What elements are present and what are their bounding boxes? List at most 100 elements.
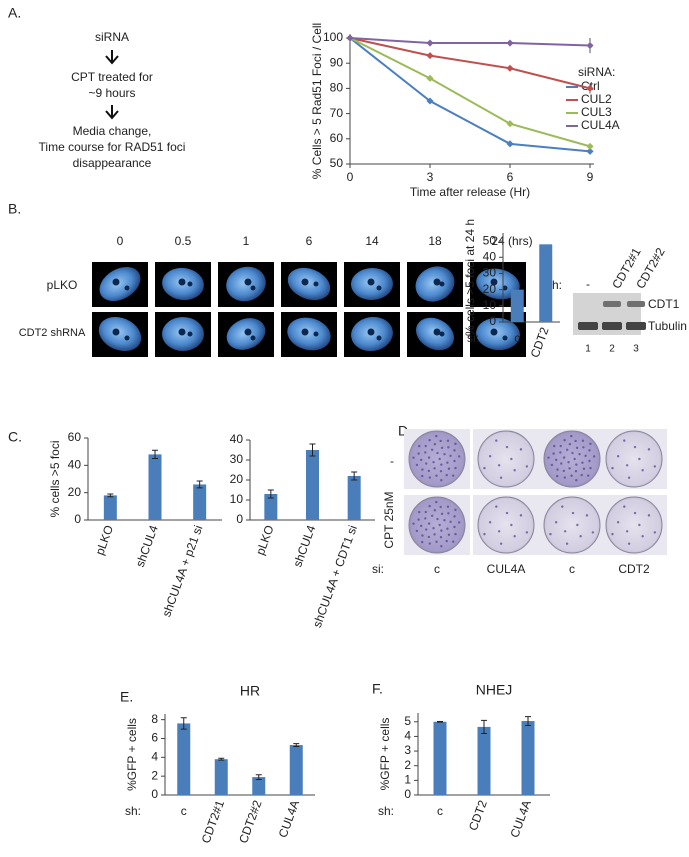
nucleolus	[124, 335, 130, 341]
colony	[611, 532, 614, 536]
colony	[424, 510, 427, 514]
nucleolus	[490, 278, 498, 286]
point	[586, 147, 594, 155]
colony	[495, 439, 498, 442]
colony	[565, 542, 569, 545]
colony	[412, 522, 415, 525]
colony	[591, 531, 595, 534]
colony	[499, 476, 503, 479]
colony	[580, 473, 583, 477]
nucleolus	[502, 285, 508, 291]
colony	[427, 535, 431, 539]
colony	[421, 468, 424, 471]
arrow	[105, 50, 119, 65]
x-tick-label: shCUL4A + CDT1 si	[310, 523, 360, 629]
nucleolus	[178, 278, 186, 286]
nucleus	[476, 268, 520, 300]
nucleolus	[112, 278, 120, 286]
y-axis-label: % cells >5 foci	[48, 440, 62, 517]
colony	[559, 451, 562, 454]
colony	[567, 460, 570, 464]
x-tick-label: pLKO	[92, 523, 116, 557]
y-tick-label: 60	[330, 131, 344, 145]
nucleolus	[376, 285, 382, 291]
colony	[418, 444, 421, 448]
colony	[556, 468, 559, 471]
y-tick-label: 6	[151, 731, 158, 745]
colony	[436, 517, 439, 521]
colony	[439, 505, 442, 509]
y-tick-label: 2	[404, 758, 411, 772]
colony	[550, 463, 554, 467]
bar	[193, 484, 207, 520]
y-axis-label: %GFP + cells	[378, 718, 392, 791]
colony	[415, 529, 419, 533]
colony	[452, 540, 455, 543]
colony	[571, 511, 575, 515]
bar	[264, 494, 278, 520]
colony	[554, 521, 558, 524]
nucleus	[476, 317, 520, 351]
colony	[432, 526, 435, 530]
timepoint-label: 6	[306, 234, 313, 248]
nucleolus	[187, 331, 193, 337]
band	[626, 322, 646, 330]
error-bar	[437, 720, 443, 723]
x-tick-label: 6	[507, 170, 514, 184]
x-tick-label: shCUL4	[133, 523, 161, 569]
y-tick-label: 1	[404, 773, 411, 787]
bar	[433, 721, 447, 795]
colony	[440, 544, 443, 548]
bar	[252, 777, 266, 795]
colony	[425, 462, 428, 465]
timepoint-label: 0	[117, 234, 124, 248]
colony	[447, 512, 450, 515]
x-tick-label: CDT2	[466, 798, 490, 833]
colony	[427, 469, 431, 473]
y-tick-label: 5	[404, 714, 411, 728]
colony	[454, 532, 457, 536]
colony	[623, 439, 626, 442]
plate	[543, 496, 601, 554]
point	[426, 52, 434, 60]
error-bar	[309, 443, 316, 457]
plate	[477, 430, 535, 488]
y-tick-label: 30	[483, 266, 497, 280]
column-label: CDT2	[618, 562, 650, 576]
nucleolus	[313, 281, 319, 287]
nucleolus	[439, 331, 445, 337]
colony	[497, 530, 501, 533]
colony	[513, 535, 516, 538]
colony	[638, 457, 641, 461]
point	[586, 42, 594, 50]
series-line	[349, 37, 591, 148]
colony	[647, 448, 651, 451]
protocol-step: Media change,	[73, 124, 152, 138]
x-tick-label: CDT2	[528, 325, 552, 360]
colony	[428, 476, 431, 479]
colony	[428, 542, 431, 545]
point	[506, 64, 514, 72]
nucleus	[287, 317, 331, 351]
series-line	[349, 37, 591, 47]
colony	[568, 467, 571, 470]
point	[426, 74, 434, 82]
nucleolus	[244, 328, 252, 336]
colony	[625, 530, 629, 533]
colony	[611, 466, 614, 470]
colony	[425, 528, 428, 531]
nucleolus	[439, 281, 445, 287]
x-prefix: sh:	[378, 804, 394, 818]
series-line	[349, 37, 591, 153]
colony	[616, 455, 620, 458]
colony	[424, 444, 427, 448]
colony	[440, 478, 443, 482]
nucleolus	[124, 285, 130, 291]
colony	[519, 514, 523, 517]
column-label: c	[434, 562, 440, 576]
timepoint-label: 1	[243, 234, 250, 248]
y-tick-label: 60	[68, 430, 82, 444]
y-tick-label: 0	[236, 512, 243, 526]
nucleolus	[301, 278, 309, 286]
